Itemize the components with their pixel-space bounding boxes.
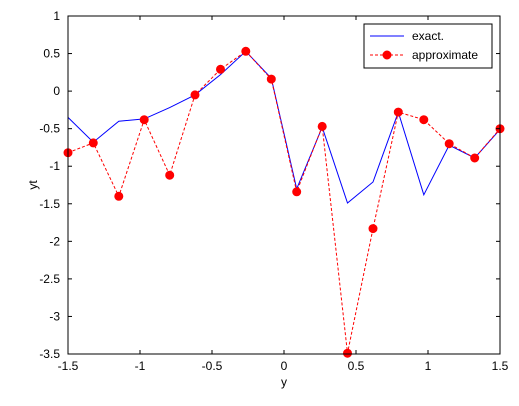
series-2-point (419, 115, 429, 125)
y-tick-label: 0.5 (43, 47, 60, 61)
x-tick-label: 1 (425, 359, 432, 373)
x-tick-label: 1.5 (492, 359, 509, 373)
series-2-point (88, 138, 98, 148)
series-2-point (139, 115, 149, 125)
x-axis-label: y (281, 375, 287, 389)
x-tick-label: 0.5 (348, 359, 365, 373)
y-tick-label: -2.5 (39, 272, 60, 286)
y-axis-label: yt (26, 180, 40, 190)
series-2-point (216, 64, 225, 74)
y-tick-label: -3.5 (39, 347, 60, 361)
series-2-point (114, 191, 124, 201)
y-tick-label: 0 (53, 84, 60, 98)
x-tick-label: -1 (135, 359, 146, 373)
series-2-point (470, 153, 480, 163)
series-2-point (190, 90, 200, 100)
x-tick-label: 0 (281, 359, 288, 373)
series-2-point (292, 187, 302, 197)
series-2-point (368, 224, 378, 234)
y-tick-label: -0.5 (39, 122, 60, 136)
series-2-point (393, 107, 403, 117)
x-tick-label: -1.5 (58, 359, 79, 373)
y-tick-label: -2 (49, 234, 60, 248)
series-2-point (444, 139, 454, 149)
legend: exact. approximate (363, 23, 493, 69)
y-tick-label: 1 (53, 9, 60, 23)
y-tick-label: -1.5 (39, 197, 60, 211)
series-2-point (241, 46, 251, 56)
series-2-point (266, 74, 276, 84)
legend-box (363, 23, 493, 69)
legend-label-1: exact. (412, 29, 444, 43)
series-2-point (317, 121, 327, 131)
legend-marker-2 (382, 50, 392, 60)
plot-area (68, 16, 500, 354)
series-2-point (343, 348, 352, 358)
legend-label-2: approximate (412, 48, 478, 62)
y-tick-label: -1 (49, 159, 60, 173)
x-tick-label: -0.5 (202, 359, 223, 373)
y-tick-label: -3 (49, 309, 60, 323)
series-2-point (165, 170, 175, 180)
